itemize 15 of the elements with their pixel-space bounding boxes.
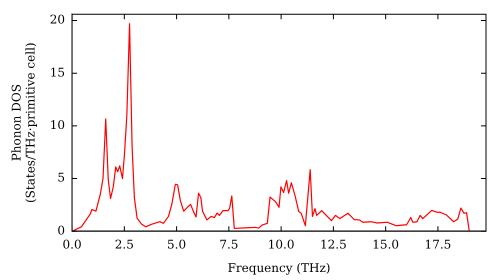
y-tick-label: 20 xyxy=(50,12,66,27)
x-tick-label: 12.5 xyxy=(320,238,347,252)
y-tick-label: 10 xyxy=(50,118,66,132)
y-tick-label: 15 xyxy=(50,65,66,80)
x-tick-label: 17.5 xyxy=(424,238,452,252)
x-tick-label: 7.5 xyxy=(219,238,238,252)
y-axis-title: Phonon DOS (States/THz·primitive cell) xyxy=(9,42,38,204)
x-tick-label: 5.0 xyxy=(167,238,186,252)
x-tick-label: 2.5 xyxy=(114,238,134,252)
y-tick-label: 0 xyxy=(57,223,66,238)
x-tick-label: 0.0 xyxy=(62,238,82,252)
x-axis-title: Frequency (THz) xyxy=(228,260,330,275)
x-tick-label: 15.0 xyxy=(372,238,400,252)
x-tick-label: 10.0 xyxy=(268,238,294,252)
y-tick-label: 5 xyxy=(57,170,66,185)
